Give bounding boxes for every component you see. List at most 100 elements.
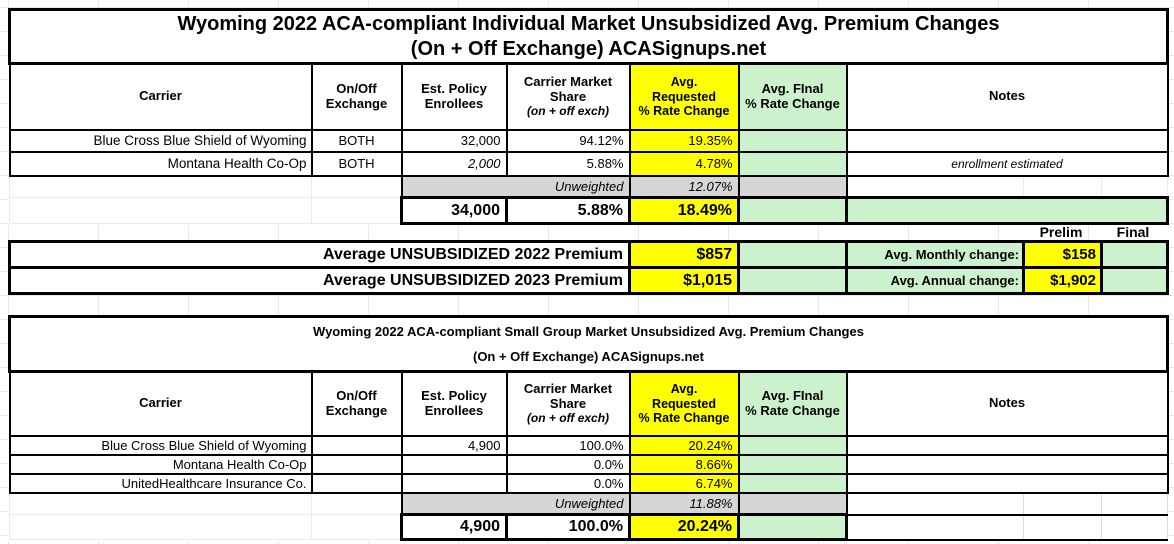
carrier-row: Montana Health Co-Op BOTH 2,000 5.88% 4.… — [8, 150, 1169, 177]
enrollees-cell: 4,900 — [400, 434, 508, 456]
carrier-row: Montana Health Co-Op 0.0% 8.66% — [8, 453, 1169, 475]
requested-rate-column-header: Avg. Requested % Rate Change — [628, 370, 740, 437]
final-rate-cell — [737, 453, 848, 475]
carrier-cell: Montana Health Co-Op — [8, 453, 313, 475]
requested-rate-column-header: Avg. Requested % Rate Change — [628, 62, 740, 131]
small-group-market-table: Wyoming 2022 ACA-compliant Small Group M… — [8, 315, 1169, 541]
exchange-column-header: On/Off Exchange — [310, 370, 403, 437]
market-share-header-note: (on + off exch) — [526, 411, 610, 426]
exchange-cell: BOTH — [310, 128, 403, 153]
carrier-row: Blue Cross Blue Shield of Wyoming 4,900 … — [8, 434, 1169, 456]
monthly-change-final-cell — [1100, 240, 1169, 269]
empty-cell — [1023, 175, 1102, 198]
total-enrollees-cell: 34,000 — [400, 196, 508, 225]
total-enrollees-cell: 4,900 — [400, 513, 508, 541]
carrier-cell: UnitedHealthcare Insurance Co. — [8, 472, 313, 494]
total-row: 34,000 5.88% 18.49% — [9, 196, 1169, 225]
total-share-cell: 5.88% — [505, 196, 631, 225]
notes-cell — [845, 434, 1169, 456]
empty-cell — [311, 197, 402, 224]
table1-title-cell: Wyoming 2022 ACA-compliant Individual Ma… — [8, 8, 1169, 65]
final-rate-column-header: Avg. FInal % Rate Change — [737, 370, 848, 437]
empty-cell — [846, 175, 1024, 198]
final-rate-column-header: Avg. FInal % Rate Change — [737, 62, 848, 131]
market-share-cell: 0.0% — [505, 472, 631, 494]
notes-column-header: Notes — [845, 62, 1169, 131]
empty-cell — [9, 175, 312, 198]
premium-row: Average UNSUBSIDIZED 2023 Premium $1,015… — [8, 266, 1169, 295]
final-rate-cell — [737, 472, 848, 494]
final-rate-cell — [737, 128, 848, 153]
unweighted-final-cell — [737, 491, 848, 516]
empty-cell — [9, 492, 312, 515]
requested-rate-cell: 4.78% — [628, 150, 740, 177]
carrier-column-header: Carrier — [8, 62, 313, 131]
enrollees-cell — [400, 472, 508, 494]
market-share-header-text: Carrier Market Share — [523, 381, 613, 412]
requested-rate-cell: 6.74% — [628, 472, 740, 494]
premium-2022-value: $857 — [628, 240, 740, 269]
requested-rate-cell: 20.24% — [628, 434, 740, 456]
total-final-cell — [737, 196, 848, 225]
table-header-row: Carrier On/Off Exchange Est. Policy Enro… — [8, 62, 1169, 131]
empty-cell — [846, 513, 1024, 541]
premium-2022-label: Average UNSUBSIDIZED 2022 Premium — [8, 240, 631, 269]
premium-2023-value: $1,015 — [628, 266, 740, 295]
unweighted-row: Unweighted 12.07% — [9, 174, 1168, 199]
market-share-header-text: Carrier Market Share — [523, 74, 613, 105]
table-title-row: Wyoming 2022 ACA-compliant Individual Ma… — [8, 8, 1169, 65]
empty-cell — [311, 514, 402, 540]
notes-cell — [845, 128, 1169, 153]
unweighted-requested-cell: 12.07% — [628, 174, 740, 199]
total-final-cell — [737, 513, 848, 541]
requested-rate-cell: 19.35% — [628, 128, 740, 153]
notes-cell — [845, 472, 1169, 494]
table1-title: Wyoming 2022 ACA-compliant Individual Ma… — [177, 12, 1000, 35]
enrollees-column-header: Est. Policy Enrollees — [400, 62, 508, 131]
final-rate-cell — [737, 150, 848, 177]
premium-2023-final-cell — [737, 266, 848, 295]
exchange-cell — [310, 453, 403, 475]
table2-title-cell: Wyoming 2022 ACA-compliant Small Group M… — [8, 315, 1169, 373]
empty-cell — [1023, 491, 1102, 516]
notes-cell — [845, 453, 1169, 475]
unweighted-row: Unweighted 11.88% — [9, 491, 1168, 516]
individual-market-table: Wyoming 2022 ACA-compliant Individual Ma… — [8, 8, 1169, 225]
carrier-row: Blue Cross Blue Shield of Wyoming BOTH 3… — [8, 128, 1169, 153]
annual-change-value: $1,902 — [1022, 266, 1103, 295]
total-notes-cell — [845, 196, 1169, 225]
prelim-column-label: Prelim — [1039, 224, 1083, 240]
enrollees-cell: 2,000 — [400, 150, 508, 177]
unweighted-label-cell: Unweighted — [400, 174, 631, 199]
premium-2022-final-cell — [737, 240, 848, 269]
table-title-row: Wyoming 2022 ACA-compliant Small Group M… — [8, 315, 1169, 373]
table2-subtitle: (On + Off Exchange) ACASignups.net — [472, 349, 704, 364]
carrier-cell: Blue Cross Blue Shield of Wyoming — [8, 128, 313, 153]
premium-summary-table: Average UNSUBSIDIZED 2022 Premium $857 A… — [8, 240, 1169, 295]
premium-row: Average UNSUBSIDIZED 2022 Premium $857 A… — [8, 240, 1169, 269]
empty-cell — [311, 175, 402, 198]
premium-2023-label: Average UNSUBSIDIZED 2023 Premium — [8, 266, 631, 295]
unweighted-requested-cell: 11.88% — [628, 491, 740, 516]
exchange-cell — [310, 434, 403, 456]
market-share-cell: 5.88% — [505, 150, 631, 177]
table-header-row: Carrier On/Off Exchange Est. Policy Enro… — [8, 370, 1169, 437]
empty-cell — [311, 492, 402, 515]
empty-cell — [1101, 513, 1168, 541]
market-share-column-header: Carrier Market Share (on + off exch) — [505, 370, 631, 437]
unweighted-label-cell: Unweighted — [400, 491, 631, 516]
empty-cell — [1101, 175, 1168, 198]
notes-column-header: Notes — [845, 370, 1169, 437]
final-rate-cell — [737, 434, 848, 456]
exchange-cell: BOTH — [310, 150, 403, 177]
exchange-cell — [310, 472, 403, 494]
market-share-column-header: Carrier Market Share (on + off exch) — [505, 62, 631, 131]
empty-cell — [1023, 513, 1102, 541]
table2-title: Wyoming 2022 ACA-compliant Small Group M… — [313, 324, 864, 339]
annual-change-label: Avg. Annual change: — [845, 266, 1025, 295]
total-share-cell: 100.0% — [505, 513, 631, 541]
market-share-cell: 94.12% — [505, 128, 631, 153]
carrier-column-header: Carrier — [8, 370, 313, 437]
carrier-row: UnitedHealthcare Insurance Co. 0.0% 6.74… — [8, 472, 1169, 494]
